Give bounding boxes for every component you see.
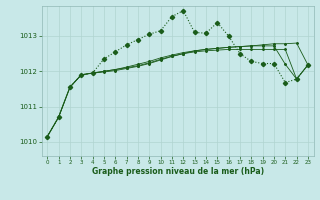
X-axis label: Graphe pression niveau de la mer (hPa): Graphe pression niveau de la mer (hPa) — [92, 167, 264, 176]
